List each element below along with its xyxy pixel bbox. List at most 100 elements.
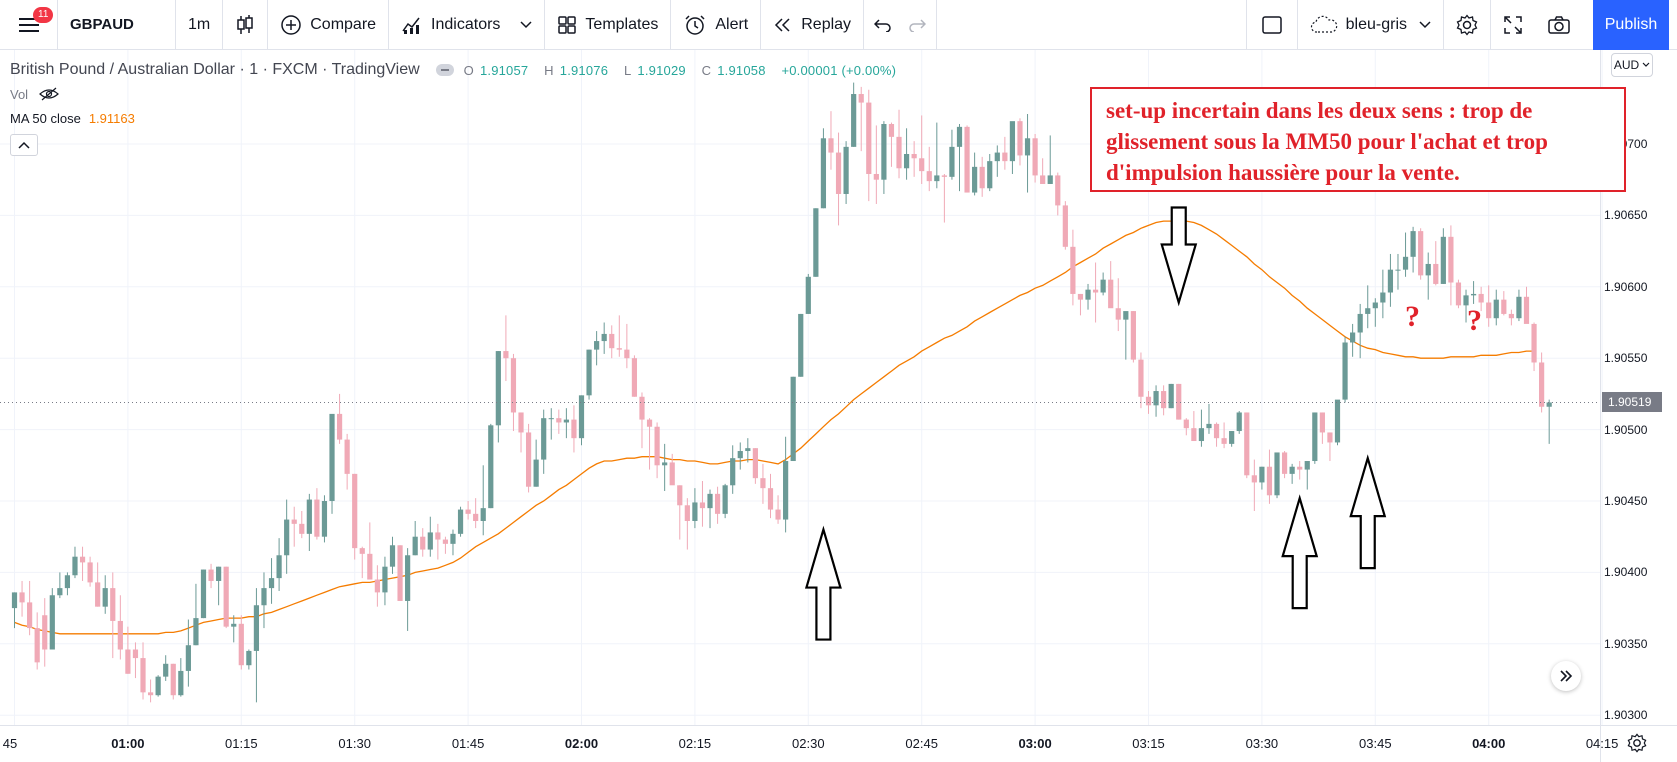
undo-button[interactable] [864,0,938,50]
chart-area[interactable]: British Pound / Australian Dollar · 1 · … [0,50,1677,762]
candle [1009,121,1016,174]
candle-body [1380,292,1386,303]
candle-body [412,536,418,556]
candle [102,575,108,614]
candles-icon [237,14,253,34]
open-value: 1.91057 [479,62,529,78]
candle-body [1440,236,1446,284]
candle [1319,412,1325,444]
candle-body [979,166,985,189]
layout-name-button[interactable]: bleu-gris [1298,0,1444,50]
candle-body [473,513,479,521]
candle-body [291,519,297,524]
main-menu-button[interactable]: 11 [0,0,58,50]
candle [321,495,328,543]
candle-body [389,545,396,567]
candle [1463,289,1469,323]
screenshot-button[interactable] [1535,0,1583,50]
candle-body [329,413,335,501]
candle-body [1024,138,1031,156]
candle-body [382,566,388,593]
price-tick-label: 1.90600 [1604,279,1648,294]
chart-canvas[interactable] [0,50,1677,762]
alert-label: Alert [715,15,749,33]
candle [987,153,993,192]
candle [27,580,33,636]
publish-button[interactable]: Publish [1593,0,1669,50]
question-mark-1[interactable]: ? [1405,300,1420,333]
candle-body [760,478,766,489]
price-tick-label: 1.90650 [1604,208,1648,223]
collapse-legend-button[interactable] [10,134,38,156]
candle-body [49,595,55,650]
candle [147,679,154,703]
candle-body [19,592,25,603]
candle-body [730,458,736,486]
candle [533,439,539,487]
redo-icon[interactable] [908,18,927,32]
candle [1259,466,1265,490]
candle [654,422,660,479]
candle-body [707,493,713,509]
candle-body [216,566,222,581]
chevron-down-icon[interactable] [520,20,532,29]
symbol-search-button[interactable]: GBPAUD [58,0,176,50]
candle [571,405,577,453]
candle [1077,293,1084,316]
candle-body [442,539,449,544]
candle [684,498,690,550]
candle-body [1357,313,1363,333]
fullscreen-button[interactable] [1491,0,1535,50]
annotation-box[interactable]: set-up incertain dans les deux sens : tr… [1090,87,1626,192]
templates-button[interactable]: Templates [545,0,672,50]
candle-body [34,628,40,663]
candle [775,495,781,524]
candle [1440,228,1446,284]
candle [911,141,917,177]
chart-type-button[interactable] [223,0,269,50]
fullscreen-icon [1504,15,1522,34]
candle-body [420,536,426,550]
gear-icon [1627,733,1647,753]
layout-select-button[interactable] [1247,0,1298,50]
vol-row[interactable]: Vol [10,82,902,106]
eye-hidden-icon[interactable] [38,87,60,101]
candle [1092,262,1099,323]
candle-body [125,649,131,674]
axis-settings-button[interactable] [1627,733,1647,758]
candle-body [881,124,887,180]
question-mark-2[interactable]: ? [1467,304,1482,337]
alert-button[interactable]: Alert [671,0,762,50]
indicators-button[interactable]: Indicators [389,0,546,50]
candle-body [1425,263,1431,276]
candle [1312,412,1318,464]
candle-body [299,523,305,534]
candle-body [1486,302,1492,319]
candle-body [1191,428,1197,442]
replay-button[interactable]: Replay [761,0,865,50]
candle-body [1009,121,1016,162]
candle-body [1342,342,1348,400]
compare-button[interactable]: Compare [268,0,390,50]
candle-body [722,485,728,514]
candle [1070,229,1076,306]
currency-select[interactable]: AUD [1611,53,1653,77]
candle [435,523,441,560]
ma-row[interactable]: MA 50 close 1.91163 [10,106,902,130]
candle-body [27,602,33,629]
minus-icon[interactable] [435,64,454,76]
candle-body [609,333,615,349]
change-value: +0.00001 (+0.00%) [781,62,897,78]
candle-body [87,562,93,583]
scroll-to-realtime-button[interactable] [1551,661,1581,691]
candle-body [1213,423,1220,439]
settings-button[interactable] [1444,0,1491,50]
candle [1493,289,1499,326]
candle [1274,452,1280,499]
interval-button[interactable]: 1m [176,0,224,50]
candle-body [185,645,191,671]
candle-body [510,358,517,413]
candle [405,548,411,631]
compare-label: Compare [310,15,377,33]
candle [253,588,260,703]
